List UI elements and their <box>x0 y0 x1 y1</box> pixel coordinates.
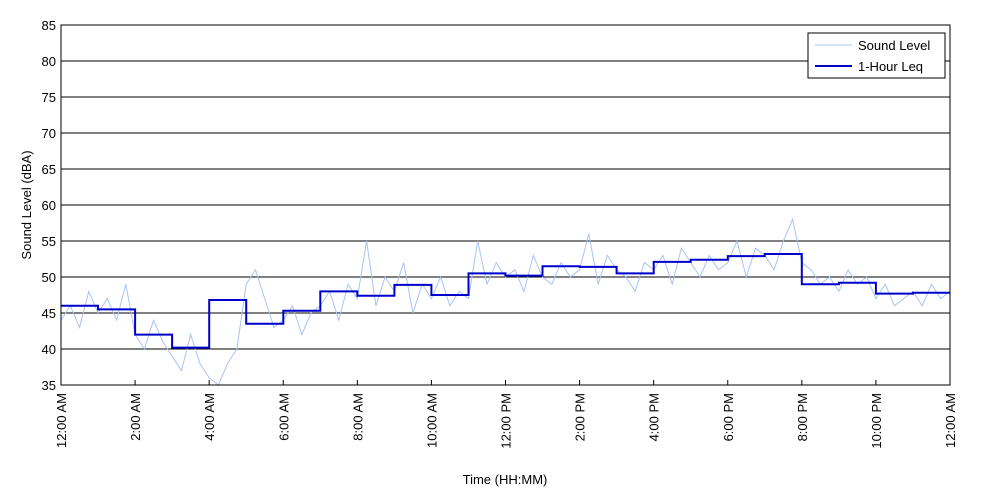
y-tick-label: 60 <box>42 198 56 213</box>
x-tick-label: 10:00 PM <box>869 393 884 449</box>
y-tick-label: 40 <box>42 342 56 357</box>
x-tick-label: 8:00 PM <box>795 393 810 441</box>
x-axis-label: Time (HH:MM) <box>463 472 548 487</box>
x-tick-label: 12:00 PM <box>499 393 514 449</box>
legend-label-sound-level: Sound Level <box>858 38 930 53</box>
x-tick-label: 12:00 AM <box>943 393 958 448</box>
x-tick-label: 6:00 PM <box>721 393 736 441</box>
y-tick-label: 80 <box>42 54 56 69</box>
x-tick-label: 2:00 AM <box>128 393 143 441</box>
legend-box <box>807 32 946 79</box>
x-tick-label: 2:00 PM <box>573 393 588 441</box>
y-tick-label: 70 <box>42 126 56 141</box>
legend: Sound Level 1-Hour Leq <box>807 32 946 79</box>
x-tick-label: 12:00 AM <box>54 393 69 448</box>
y-tick-label: 65 <box>42 162 56 177</box>
x-tick-label: 4:00 AM <box>202 393 217 441</box>
y-tick-label: 55 <box>42 234 56 249</box>
legend-label-1-hour-leq: 1-Hour Leq <box>858 59 923 74</box>
y-tick-label: 45 <box>42 306 56 321</box>
x-tick-label: 10:00 AM <box>424 393 439 448</box>
y-tick-label: 35 <box>42 378 56 393</box>
y-tick-label: 85 <box>42 18 56 33</box>
series-line-1-hour-leq <box>61 253 950 349</box>
x-axis: 12:00 AM 2:00 AM 4:00 AM 6:00 AM 8:00 AM 10:0… <box>54 380 958 449</box>
y-tick-label: 50 <box>42 270 56 285</box>
x-tick-label: 6:00 AM <box>276 393 291 441</box>
y-axis-label: Sound Level (dBA) <box>19 150 34 259</box>
plot-frame <box>60 24 951 386</box>
y-tick-label: 75 <box>42 90 56 105</box>
x-tick-label: 8:00 AM <box>350 393 365 441</box>
series-layer <box>60 217 951 386</box>
x-tick-label: 4:00 PM <box>647 393 662 441</box>
